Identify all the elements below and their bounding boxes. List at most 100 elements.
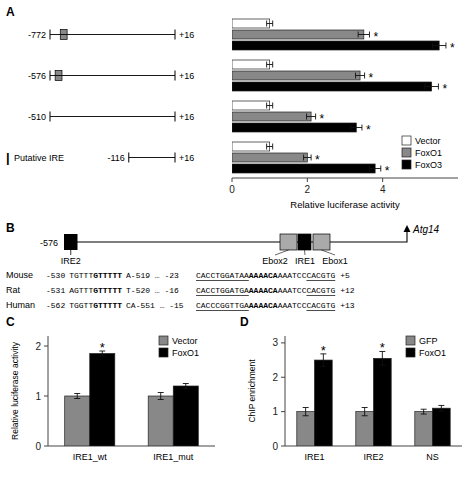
- panel-label: A: [6, 5, 15, 19]
- legend-label: FoxO1: [419, 348, 446, 358]
- bar: [232, 30, 364, 39]
- bar: [90, 354, 115, 447]
- tick: [232, 178, 233, 182]
- element-label: Ebox2: [262, 256, 288, 266]
- bars: [65, 351, 199, 446]
- construct-line: [50, 116, 175, 117]
- element-label: Ebox1: [322, 256, 348, 266]
- motif-underline: [306, 280, 335, 281]
- tick: [281, 446, 285, 447]
- bar: [232, 71, 360, 80]
- construct-end-label: +16: [179, 71, 194, 81]
- element-label: IRE2: [61, 256, 81, 266]
- bar: [232, 101, 270, 110]
- error-bar: [303, 408, 309, 416]
- motif-underline: [306, 295, 335, 296]
- motif-underline: [196, 280, 249, 281]
- construct: -510+16: [28, 112, 194, 123]
- panel-label: D: [240, 315, 249, 329]
- bar: [232, 82, 432, 91]
- axis-title: ChIP enrichment: [247, 359, 257, 423]
- bar: [374, 358, 392, 446]
- y-axis: [285, 336, 286, 446]
- bar: [356, 412, 374, 446]
- panel-label: C: [6, 315, 15, 329]
- sequence-part: TGTTT: [69, 271, 93, 280]
- construct-end: [175, 30, 176, 40]
- construct-end: [175, 153, 176, 163]
- error-bar: [358, 32, 369, 38]
- bar: [415, 412, 433, 446]
- motif-underline: [196, 310, 249, 311]
- element-box: [313, 234, 330, 250]
- tick: [281, 342, 285, 343]
- sequence-row: Human-562TGGTTGTTTTTCA-551 … -15CACCCGGT…: [6, 300, 355, 311]
- tick-label: 1: [272, 406, 278, 417]
- error-bar: [267, 62, 273, 68]
- error-bar: [351, 125, 362, 131]
- sequence-part: AGTTT: [69, 286, 93, 295]
- category-label: IRE2: [363, 452, 383, 462]
- axis-title: Relative luciferase activity: [290, 199, 400, 210]
- axis-title: Relative luciferase activity: [10, 341, 20, 440]
- sequence-part: T-520 … -16: [126, 286, 179, 295]
- error-bar: [267, 144, 273, 150]
- bar: [173, 386, 198, 446]
- legend-swatch: [402, 160, 411, 169]
- bar: [232, 19, 270, 28]
- significance: *: [315, 153, 320, 167]
- bar: [232, 123, 356, 132]
- construct-label: -772: [28, 30, 46, 40]
- error-bar: [158, 393, 164, 400]
- species-label: Rat: [6, 285, 21, 295]
- legend-label: GFP: [419, 336, 438, 346]
- sequence-part: GTTTTT: [93, 286, 122, 295]
- error-bar: [74, 394, 80, 399]
- tick: [44, 396, 48, 397]
- pointer: [322, 250, 336, 255]
- bar: [315, 360, 333, 446]
- tick-label: 1: [35, 391, 41, 402]
- legend-swatch: [402, 136, 411, 145]
- sequence-part: AAATCC: [278, 271, 307, 280]
- bar: [232, 153, 307, 162]
- significance: *: [442, 82, 447, 96]
- significance: *: [385, 164, 390, 178]
- construct-end-label: +16: [179, 153, 194, 163]
- error-bar: [362, 408, 368, 416]
- tss-arrow: [397, 231, 407, 242]
- x-axis: [232, 178, 458, 179]
- tick: [44, 346, 48, 347]
- error-bar: [432, 43, 446, 49]
- sequence-part: AAAACA: [249, 286, 278, 295]
- construct-label: Putative IRE: [14, 153, 64, 163]
- sequence-part: CA-551 … -15: [126, 301, 184, 310]
- species-label: Mouse: [6, 270, 33, 280]
- legend-label: Vector: [415, 136, 441, 146]
- sequence-part: +5: [340, 271, 350, 280]
- construct-end: [175, 71, 176, 81]
- tick-label: 0: [35, 441, 41, 452]
- bar: [232, 142, 270, 151]
- bar: [297, 412, 315, 446]
- tick-label: 2: [305, 184, 311, 195]
- construct-line: [50, 75, 175, 76]
- legend-swatch: [406, 348, 415, 357]
- sequence-row: Mouse-530TGTTTGTTTTTA-519 … -23CACCTGGAT…: [6, 270, 350, 281]
- gene-label: Atg14: [412, 224, 440, 235]
- tick-label: 0: [272, 441, 278, 452]
- legend: VectorFoxO1: [159, 336, 199, 358]
- error-bar: [267, 21, 273, 27]
- error-bar: [356, 73, 365, 79]
- legend: VectorFoxO1FoxO3: [402, 136, 442, 170]
- element-box: [280, 234, 297, 250]
- category-label: IRE1: [304, 452, 324, 462]
- figure: A024Relative luciferase activity********…: [0, 0, 474, 480]
- tick: [281, 411, 285, 412]
- tick: [307, 178, 308, 182]
- construct-line: [129, 157, 175, 158]
- sequence-row: Rat-531AGTTTGTTTTTT-520 … -16CACCTGGATGA…: [6, 285, 355, 296]
- construct-end: [50, 112, 51, 122]
- error-bar: [438, 405, 444, 411]
- construct-label: -510: [28, 112, 46, 122]
